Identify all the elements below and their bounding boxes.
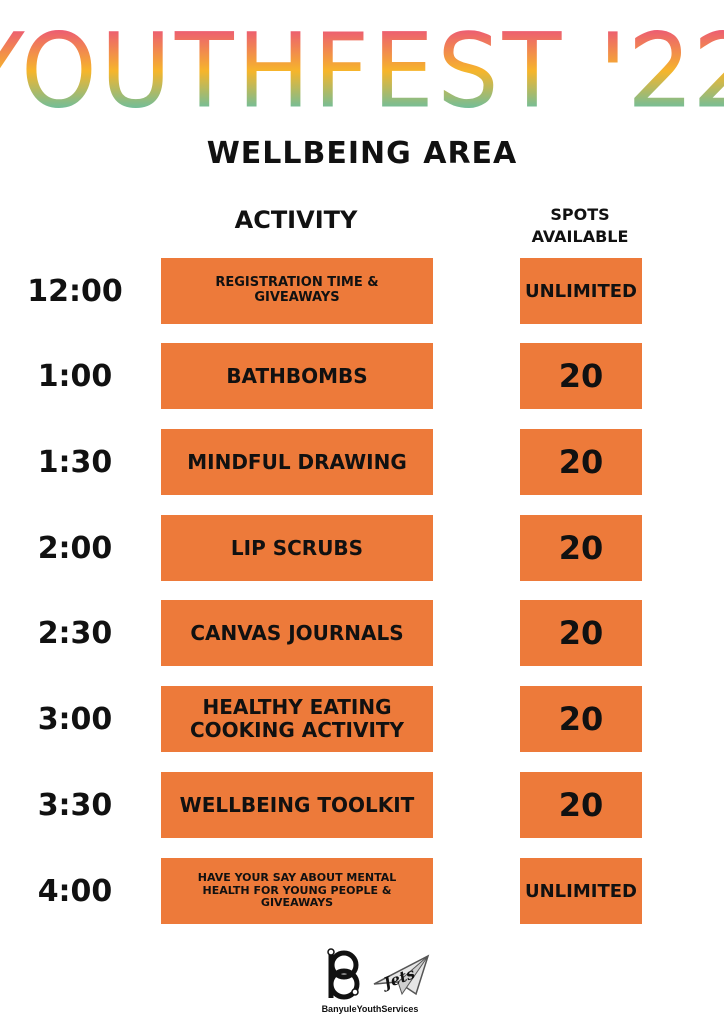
spots-header-line1: SPOTS — [550, 205, 610, 224]
time-slot: 2:00 — [37, 530, 113, 566]
schedule-row: 3:30 WELLBEING TOOLKIT 20 — [0, 772, 724, 838]
banyule-logo-icon — [327, 948, 360, 1000]
spots-box: 20 — [520, 515, 642, 581]
organisation-name: BanyuleYouthServices — [321, 1004, 419, 1014]
spots-box: 20 — [520, 429, 642, 495]
activity-box: BATHBOMBS — [161, 343, 433, 409]
time-slot: 1:00 — [37, 358, 113, 394]
activity-box: HAVE YOUR SAY ABOUT MENTAL HEALTH FOR YO… — [161, 858, 433, 924]
spots-box: 20 — [520, 686, 642, 752]
schedule-row: 2:30 CANVAS JOURNALS 20 — [0, 600, 724, 666]
spots-box: UNLIMITED — [520, 858, 642, 924]
time-slot: 1:30 — [37, 444, 113, 480]
title-text: YOUTHFEST '22 — [0, 15, 724, 127]
activity-box: HEALTHY EATING COOKING ACTIVITY — [161, 686, 433, 752]
schedule-row: 1:30 MINDFUL DRAWING 20 — [0, 429, 724, 495]
time-slot: 3:00 — [37, 701, 113, 737]
spots-box: 20 — [520, 600, 642, 666]
activity-box: WELLBEING TOOLKIT — [161, 772, 433, 838]
spots-column-header: SPOTS AVAILABLE — [510, 204, 650, 248]
activity-box: LIP SCRUBS — [161, 515, 433, 581]
area-subtitle: WELLBEING AREA — [206, 136, 518, 171]
schedule-row: 2:00 LIP SCRUBS 20 — [0, 515, 724, 581]
schedule-row: 12:00 REGISTRATION TIME & GIVEAWAYS UNLI… — [0, 258, 724, 324]
footer-logos: Jets BanyuleYouthServices — [300, 948, 440, 1018]
page-title: YOUTHFEST '22 — [0, 8, 724, 129]
time-slot: 3:30 — [37, 787, 113, 823]
jets-logo-icon: Jets — [373, 954, 430, 996]
activity-box: CANVAS JOURNALS — [161, 600, 433, 666]
spots-box: 20 — [520, 772, 642, 838]
activity-column-header: ACTIVITY — [234, 206, 358, 234]
spots-box: UNLIMITED — [520, 258, 642, 324]
schedule-row: 4:00 HAVE YOUR SAY ABOUT MENTAL HEALTH F… — [0, 858, 724, 924]
time-slot: 4:00 — [37, 873, 113, 909]
activity-box: MINDFUL DRAWING — [161, 429, 433, 495]
spots-header-line2: AVAILABLE — [531, 227, 629, 246]
schedule-row: 1:00 BATHBOMBS 20 — [0, 343, 724, 409]
activity-box: REGISTRATION TIME & GIVEAWAYS — [161, 258, 433, 324]
time-slot: 12:00 — [27, 273, 123, 309]
spots-box: 20 — [520, 343, 642, 409]
time-slot: 2:30 — [37, 615, 113, 651]
schedule-row: 3:00 HEALTHY EATING COOKING ACTIVITY 20 — [0, 686, 724, 752]
